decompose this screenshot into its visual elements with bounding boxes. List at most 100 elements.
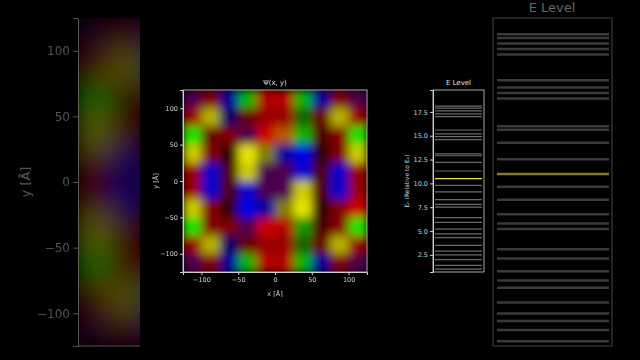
- energy-level: [435, 110, 482, 111]
- tick: 7.5: [418, 204, 433, 212]
- axis-title: y [Å]: [18, 167, 33, 198]
- title: E Level: [529, 0, 576, 15]
- cell: [312, 163, 331, 182]
- cell: [330, 90, 349, 109]
- frame: [78, 346, 140, 347]
- energy-level: [435, 254, 482, 255]
- tick-mark: [430, 160, 433, 161]
- title: E Level: [446, 79, 471, 87]
- background-right: [497, 34, 609, 346]
- plot-area: [183, 90, 367, 272]
- tick-mark: [73, 248, 78, 249]
- figure: −100−50050100y [Å]E Level−100−50050100−1…: [0, 0, 640, 360]
- cell: [275, 254, 294, 272]
- energy-level: [497, 312, 609, 315]
- tick-label: 0: [62, 175, 70, 189]
- cell: [330, 126, 349, 145]
- tick-mark: [430, 255, 433, 256]
- cell: [349, 236, 367, 255]
- cells: [78, 18, 140, 346]
- cell: [220, 181, 239, 200]
- cell: [78, 149, 110, 182]
- cell: [110, 18, 140, 51]
- energy-level: [435, 113, 482, 114]
- axis-title: x [Å]: [267, 289, 282, 298]
- cell: [257, 217, 276, 236]
- energy-level: [435, 133, 482, 134]
- cell: [78, 116, 110, 149]
- energy-level: [435, 207, 482, 208]
- tick-mark: [201, 272, 202, 275]
- cell: [238, 145, 257, 164]
- cell: [257, 236, 276, 255]
- energy-level: [497, 186, 609, 189]
- energy-level: [497, 158, 609, 161]
- energy-level: [435, 185, 482, 186]
- cell: [238, 199, 257, 218]
- cell: [220, 163, 239, 182]
- cell: [238, 163, 257, 182]
- cell: [275, 145, 294, 164]
- frame: [183, 90, 367, 272]
- energy-level: [435, 116, 482, 117]
- tick-label: 100: [166, 105, 178, 113]
- energy-level: [435, 204, 482, 205]
- energy-level: [435, 170, 482, 171]
- tick-label: −100: [193, 276, 211, 284]
- cell: [201, 90, 220, 109]
- tick-mark: [73, 51, 78, 52]
- energy-level: [435, 153, 482, 154]
- tick-mark: [180, 145, 183, 146]
- cell: [349, 217, 367, 236]
- tick-mark: [430, 183, 433, 184]
- cell: [78, 313, 110, 346]
- cell: [201, 236, 220, 255]
- cell: [110, 182, 140, 215]
- tick: 100: [343, 272, 355, 284]
- cell: [201, 217, 220, 236]
- cell: [257, 199, 276, 218]
- cell: [257, 145, 276, 164]
- cell: [183, 217, 202, 236]
- cell: [238, 181, 257, 200]
- tick: 50: [55, 110, 78, 124]
- cell: [201, 181, 220, 200]
- energy-level: [497, 97, 609, 100]
- cell: [220, 145, 239, 164]
- tick-label: 15.0: [414, 132, 428, 140]
- cell: [349, 181, 367, 200]
- cell: [110, 149, 140, 182]
- axis-line: [430, 91, 434, 273]
- axis-title: Eₙ (Relative to Eₑ): [403, 154, 410, 207]
- cell: [293, 236, 312, 255]
- cell: [183, 163, 202, 182]
- tick: −100: [160, 250, 183, 258]
- tick-mark: [430, 231, 433, 232]
- axis: 2.55.07.510.012.515.017.5: [414, 91, 434, 273]
- cell: [257, 163, 276, 182]
- cell: [330, 199, 349, 218]
- cell: [238, 254, 257, 272]
- cell: [238, 236, 257, 255]
- cell: [201, 199, 220, 218]
- cell: [293, 126, 312, 145]
- tick: 0: [174, 178, 183, 186]
- energy-level: [435, 259, 482, 260]
- energy-level: [497, 125, 609, 128]
- cell: [183, 254, 202, 272]
- cell: [183, 90, 202, 109]
- energy-level: [435, 217, 482, 218]
- tick-label: 0: [273, 276, 277, 284]
- energy-level: [435, 139, 482, 140]
- cell: [201, 145, 220, 164]
- cell: [330, 254, 349, 272]
- energy-level: [435, 136, 482, 137]
- tick-label: 100: [343, 276, 355, 284]
- cell: [312, 90, 331, 109]
- tick-mark: [275, 272, 276, 275]
- energy-level: [435, 229, 482, 230]
- energy-level: [435, 199, 482, 200]
- axis-line: [180, 91, 184, 273]
- tick: 100: [47, 44, 78, 58]
- energy-level: [497, 141, 609, 144]
